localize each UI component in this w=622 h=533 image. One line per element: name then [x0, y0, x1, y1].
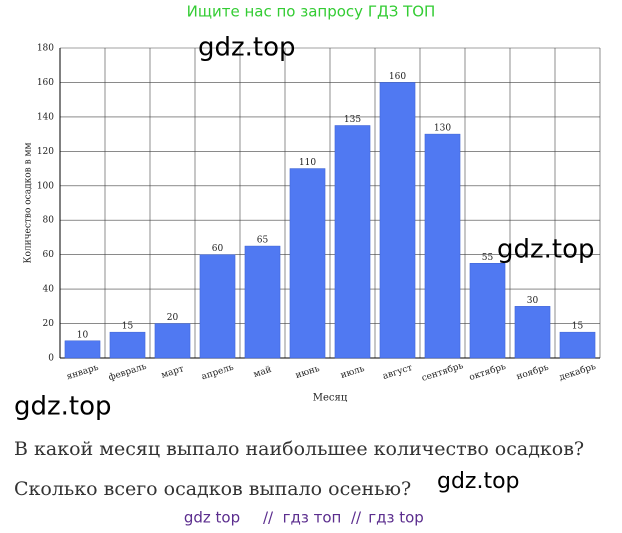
value-label: 55	[482, 253, 494, 263]
value-label: 20	[167, 313, 179, 323]
y-tick-label: 80	[43, 216, 55, 226]
y-axis-label: Количество осадков в мм	[24, 142, 34, 263]
value-label: 60	[212, 244, 224, 254]
x-axis-label: Месяц	[313, 393, 348, 404]
x-tick-label: июнь	[294, 364, 321, 381]
x-tick-label: декабрь	[558, 361, 598, 383]
value-label: 130	[434, 124, 451, 134]
y-tick-label: 100	[37, 181, 54, 191]
chart: 0 20 40 60 80 100 120 140 160 180 январь 10 февраль 1…	[37, 44, 601, 384]
x-tick-label: апрель	[200, 363, 235, 383]
x-tick-label: сентябрь	[420, 360, 464, 384]
watermark: gdz.top	[198, 33, 296, 63]
banner: Ищите нас по запросу ГДЗ ТОП	[187, 3, 436, 21]
watermark: gdz.top	[14, 392, 112, 422]
bar	[469, 263, 506, 359]
footer-link[interactable]: gdz top	[184, 509, 240, 527]
bar	[559, 331, 596, 359]
footer-separator: //	[351, 509, 362, 527]
footer-link[interactable]: гдз топ	[283, 509, 342, 527]
watermark: gdz.top	[497, 235, 595, 265]
y-tick-label: 160	[37, 78, 54, 88]
bar	[289, 168, 326, 359]
value-label: 135	[344, 115, 361, 125]
x-tick-label: май	[252, 365, 273, 380]
footer-separator: //	[263, 509, 274, 527]
x-tick-label: ноябрь	[515, 362, 550, 383]
x-tick-label: январь	[66, 363, 100, 383]
question: В какой месяц выпало наибольшее количест…	[14, 438, 584, 460]
value-label: 15	[122, 322, 134, 332]
watermark: gdz.top	[437, 469, 520, 494]
x-tick-label: август	[382, 363, 414, 382]
footer-link[interactable]: гдз top	[368, 509, 424, 527]
bar	[334, 125, 371, 359]
value-label: 65	[257, 236, 269, 246]
x-tick-label: июль	[339, 364, 365, 381]
value-label: 15	[572, 322, 584, 332]
bar	[64, 340, 101, 359]
y-tick-label: 140	[37, 112, 54, 122]
x-tick-label: март	[160, 364, 185, 381]
bar	[109, 331, 146, 359]
bar	[379, 82, 416, 359]
bar	[199, 254, 236, 359]
y-tick-label: 120	[37, 147, 54, 157]
y-tick-label: 180	[37, 44, 54, 54]
value-label: 160	[389, 72, 406, 82]
y-tick-label: 0	[48, 354, 54, 364]
y-tick-label: 20	[43, 319, 55, 329]
bar	[424, 133, 461, 359]
y-tick-label: 40	[43, 285, 55, 295]
value-label: 30	[527, 296, 539, 306]
y-tick-label: 60	[43, 250, 55, 260]
question: Сколько всего осадков выпало осенью?	[14, 478, 411, 500]
value-label: 110	[299, 158, 316, 168]
bar	[154, 323, 191, 359]
bar	[514, 306, 551, 359]
bar	[244, 245, 281, 359]
x-tick-label: февраль	[107, 362, 147, 384]
x-tick-label: октябрь	[468, 361, 507, 383]
value-label: 10	[77, 330, 89, 340]
